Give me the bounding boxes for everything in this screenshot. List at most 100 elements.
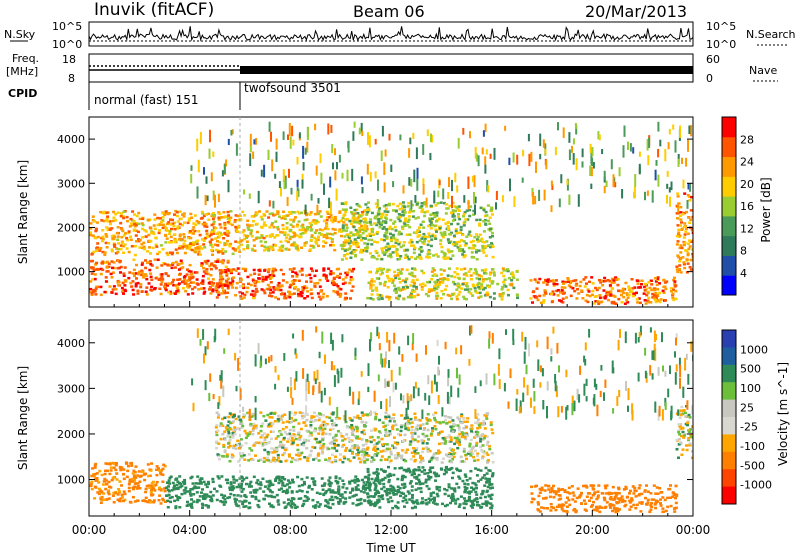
heatmap-cell xyxy=(284,448,287,452)
heatmap-cell xyxy=(135,214,139,218)
heatmap-cell xyxy=(212,190,215,201)
heatmap-cell xyxy=(361,249,365,253)
heatmap-cell xyxy=(218,241,222,244)
heatmap-cell xyxy=(362,484,366,487)
heatmap-cell xyxy=(367,238,371,242)
heatmap-cell xyxy=(242,478,246,481)
heatmap-cell xyxy=(272,200,275,209)
heatmap-cell xyxy=(443,442,447,445)
heatmap-cell xyxy=(305,286,309,290)
heatmap-cell xyxy=(413,438,417,441)
heatmap-cell xyxy=(226,210,230,214)
heatmap-cell xyxy=(461,460,465,463)
heatmap-cell xyxy=(400,414,404,417)
heatmap-cell xyxy=(390,277,393,281)
heatmap-cell xyxy=(258,487,262,490)
heatmap-cell xyxy=(419,223,423,226)
heatmap-cell xyxy=(181,287,185,290)
heatmap-cell xyxy=(135,223,138,227)
heatmap-cell xyxy=(280,231,284,234)
heatmap-cell xyxy=(669,287,673,290)
heatmap-cell xyxy=(575,297,579,300)
heatmap-cell xyxy=(582,278,586,281)
heatmap-cell xyxy=(370,456,374,459)
heatmap-cell xyxy=(231,434,235,437)
heatmap-cell xyxy=(653,288,657,292)
heatmap-cell xyxy=(263,249,266,252)
heatmap-cell xyxy=(276,453,280,457)
heatmap-cell xyxy=(94,486,98,489)
heatmap-cell xyxy=(171,251,175,254)
heatmap-cell xyxy=(223,498,227,501)
heatmap-cell xyxy=(216,249,220,252)
heatmap-cell xyxy=(349,256,353,259)
heatmap-cell xyxy=(153,489,157,492)
heatmap-cell xyxy=(364,218,368,222)
heatmap-cell xyxy=(426,129,429,137)
heatmap-cell xyxy=(394,291,398,294)
heatmap-cell xyxy=(455,232,459,235)
heatmap-cell xyxy=(391,251,395,254)
heatmap-cell xyxy=(435,458,439,462)
heatmap-cell xyxy=(300,411,304,415)
heatmap-cell xyxy=(245,482,248,486)
heatmap-cell xyxy=(295,234,299,237)
heatmap-cell xyxy=(399,134,402,141)
heatmap-cell xyxy=(201,212,205,215)
heatmap-cell xyxy=(127,231,131,235)
heatmap-cell xyxy=(219,260,223,263)
heatmap-cell xyxy=(482,220,486,223)
heatmap-cell xyxy=(330,124,333,133)
heatmap-cell xyxy=(433,234,437,238)
heatmap-cell xyxy=(387,434,390,437)
heatmap-cell xyxy=(252,489,256,492)
heatmap-cell xyxy=(380,267,384,271)
heatmap-cell xyxy=(638,285,642,289)
heatmap-cell xyxy=(393,245,397,248)
heatmap-cell xyxy=(407,201,411,205)
heatmap-cell xyxy=(383,210,387,213)
heatmap-cell xyxy=(137,272,141,275)
heatmap-cell xyxy=(164,234,168,237)
heatmap-cell xyxy=(534,280,538,283)
heatmap-cell xyxy=(583,285,587,288)
heatmap-cell xyxy=(205,225,209,228)
heatmap-cell xyxy=(475,153,478,162)
heatmap-cell xyxy=(291,235,295,239)
heatmap-cell xyxy=(467,450,471,453)
heatmap-cell xyxy=(161,226,165,230)
heatmap-cell xyxy=(99,491,103,494)
heatmap-cell xyxy=(377,430,381,433)
heatmap-cell xyxy=(387,500,391,504)
heatmap-cell xyxy=(249,480,253,484)
heatmap-cell xyxy=(271,451,275,454)
heatmap-cell xyxy=(434,411,438,415)
heatmap-cell xyxy=(466,288,470,291)
heatmap-cell xyxy=(290,499,293,503)
heatmap-cell xyxy=(552,282,556,286)
heatmap-cell xyxy=(178,506,182,509)
heatmap-cell xyxy=(457,205,461,208)
heatmap-cell xyxy=(487,285,491,289)
heatmap-cell xyxy=(222,216,226,219)
heatmap-cell xyxy=(207,234,211,238)
heatmap-cell xyxy=(478,233,482,236)
heatmap-cell xyxy=(211,217,215,221)
heatmap-cell xyxy=(544,148,547,155)
heatmap-cell xyxy=(475,238,479,241)
heatmap-cell xyxy=(143,229,147,232)
heatmap-cell xyxy=(475,444,478,447)
heatmap-cell xyxy=(325,210,329,213)
heatmap-cell xyxy=(305,213,308,217)
heatmap-cell xyxy=(105,498,109,501)
heatmap-cell xyxy=(416,167,419,180)
heatmap-cell xyxy=(441,420,445,424)
heatmap-cell xyxy=(306,456,310,460)
heatmap-cell xyxy=(173,484,176,487)
heatmap-cell xyxy=(396,274,400,277)
heatmap-cell xyxy=(264,494,268,497)
heatmap-cell xyxy=(490,428,494,431)
heatmap-cell xyxy=(656,294,660,298)
heatmap-cell xyxy=(429,244,433,248)
